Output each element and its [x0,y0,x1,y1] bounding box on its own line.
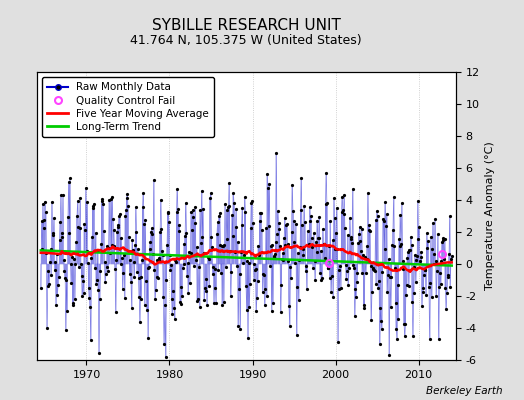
Text: 41.764 N, 105.375 W (United States): 41.764 N, 105.375 W (United States) [130,34,362,47]
Text: Berkeley Earth: Berkeley Earth [427,386,503,396]
Text: SYBILLE RESEARCH UNIT: SYBILLE RESEARCH UNIT [152,18,341,33]
Y-axis label: Temperature Anomaly (°C): Temperature Anomaly (°C) [485,142,495,290]
Legend: Raw Monthly Data, Quality Control Fail, Five Year Moving Average, Long-Term Tren: Raw Monthly Data, Quality Control Fail, … [42,77,214,137]
